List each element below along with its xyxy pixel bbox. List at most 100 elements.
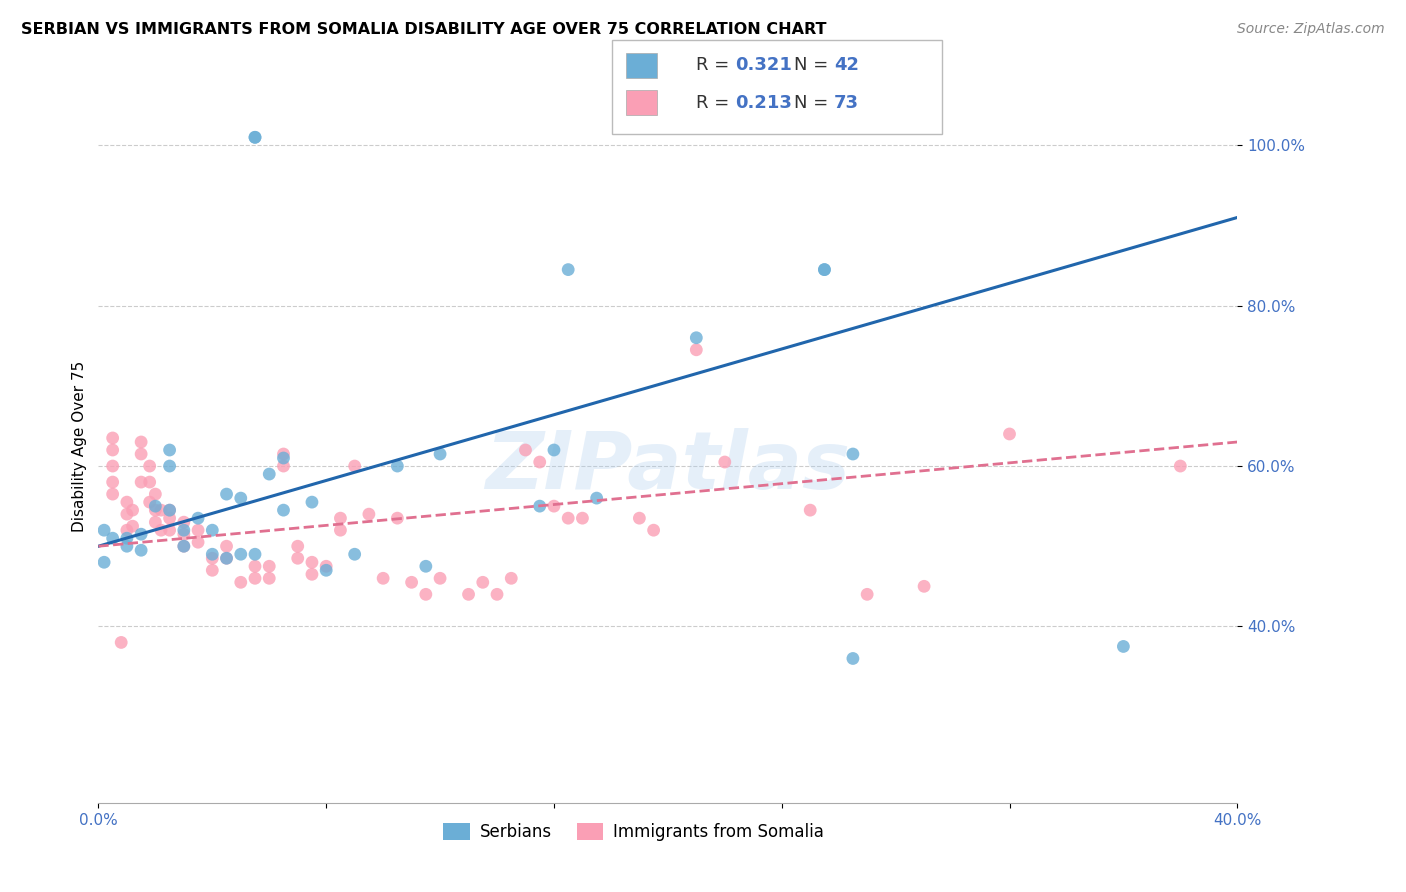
Point — [357, 507, 380, 521]
Point — [129, 527, 152, 541]
Point — [1112, 640, 1135, 654]
Point — [215, 551, 238, 566]
Point — [243, 547, 266, 561]
Point — [343, 458, 366, 473]
Point — [329, 523, 352, 537]
Point — [145, 515, 167, 529]
Point — [159, 503, 181, 517]
Text: 73: 73 — [834, 94, 859, 112]
Point — [159, 511, 181, 525]
Point — [229, 491, 252, 505]
Point — [714, 455, 737, 469]
Point — [243, 571, 266, 585]
Point — [93, 523, 115, 537]
Point — [273, 447, 295, 461]
Point — [643, 523, 665, 537]
Point — [110, 635, 132, 649]
Point — [501, 571, 523, 585]
Point — [329, 511, 352, 525]
Point — [429, 571, 451, 585]
Point — [585, 491, 607, 505]
Point — [529, 499, 551, 513]
Point — [628, 511, 651, 525]
Point — [457, 587, 479, 601]
Point — [159, 458, 181, 473]
Point — [259, 571, 281, 585]
Point — [173, 523, 195, 537]
Text: 0.321: 0.321 — [735, 56, 792, 74]
Point — [685, 343, 707, 357]
Point — [401, 575, 423, 590]
Text: Source: ZipAtlas.com: Source: ZipAtlas.com — [1237, 22, 1385, 37]
Point — [387, 458, 409, 473]
Point — [201, 563, 224, 577]
Point — [259, 559, 281, 574]
Point — [998, 427, 1021, 442]
Point — [471, 575, 494, 590]
Point — [145, 499, 167, 513]
Point — [529, 455, 551, 469]
Point — [243, 559, 266, 574]
Text: 0.213: 0.213 — [735, 94, 792, 112]
Point — [429, 447, 451, 461]
Y-axis label: Disability Age Over 75: Disability Age Over 75 — [72, 360, 87, 532]
Point — [129, 475, 152, 489]
Point — [201, 551, 224, 566]
Point — [138, 458, 160, 473]
Text: ZIPatlas: ZIPatlas — [485, 428, 851, 507]
Point — [813, 262, 835, 277]
Point — [187, 511, 209, 525]
Point — [115, 531, 138, 545]
Point — [315, 563, 337, 577]
Point — [343, 547, 366, 561]
Text: SERBIAN VS IMMIGRANTS FROM SOMALIA DISABILITY AGE OVER 75 CORRELATION CHART: SERBIAN VS IMMIGRANTS FROM SOMALIA DISAB… — [21, 22, 827, 37]
Point — [287, 551, 309, 566]
Point — [813, 262, 835, 277]
Point — [301, 495, 323, 509]
Point — [138, 495, 160, 509]
Point — [115, 507, 138, 521]
Point — [259, 467, 281, 481]
Point — [101, 431, 124, 445]
Text: 42: 42 — [834, 56, 859, 74]
Point — [101, 487, 124, 501]
Point — [145, 487, 167, 501]
Point — [173, 539, 195, 553]
Text: R =: R = — [696, 94, 735, 112]
Point — [129, 435, 152, 450]
Point — [685, 331, 707, 345]
Point — [273, 503, 295, 517]
Point — [115, 523, 138, 537]
Point — [159, 503, 181, 517]
Point — [150, 503, 173, 517]
Text: R =: R = — [696, 56, 735, 74]
Point — [201, 547, 224, 561]
Point — [301, 555, 323, 569]
Point — [243, 130, 266, 145]
Point — [101, 475, 124, 489]
Point — [215, 539, 238, 553]
Point — [187, 523, 209, 537]
Legend: Serbians, Immigrants from Somalia: Serbians, Immigrants from Somalia — [436, 816, 831, 848]
Point — [173, 539, 195, 553]
Point — [912, 579, 935, 593]
Point — [415, 559, 437, 574]
Point — [159, 523, 181, 537]
Point — [173, 527, 195, 541]
Point — [159, 442, 181, 457]
Point — [799, 503, 821, 517]
Point — [543, 499, 565, 513]
Point — [215, 551, 238, 566]
Point — [415, 587, 437, 601]
Point — [315, 559, 337, 574]
Point — [387, 511, 409, 525]
Point — [515, 442, 537, 457]
Point — [101, 458, 124, 473]
Point — [121, 519, 143, 533]
Point — [543, 442, 565, 457]
Point — [101, 442, 124, 457]
Point — [173, 515, 195, 529]
Point — [115, 495, 138, 509]
Point — [138, 475, 160, 489]
Point — [145, 503, 167, 517]
